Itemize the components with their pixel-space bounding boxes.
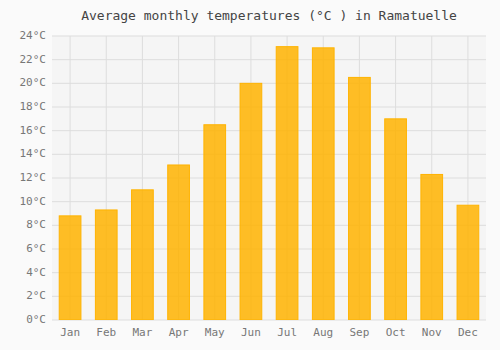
title: Average monthly temperatures (°C ) in Ra…: [81, 8, 457, 23]
y-axis: 0°C 2°C 4°C 6°C 8°C 10°C 12°C 14°C 16°C 18°C 20°C 2…: [20, 29, 487, 326]
grid-line: [52, 130, 486, 131]
chart-container: 0°C 2°C 4°C 6°C 8°C 10°C 12°C 14°C 16°C 18°C 20°C 2…: [0, 0, 500, 350]
grid-line: [52, 36, 486, 37]
tick-label: Jun: [241, 326, 261, 339]
tick-label: Sep: [349, 326, 369, 339]
tick-label: 2°C: [26, 289, 46, 302]
tick-label: Apr: [169, 326, 189, 339]
chart: 0°C 2°C 4°C 6°C 8°C 10°C 12°C 14°C 16°C 18°C 20°C 2…: [0, 0, 500, 350]
bar: [204, 125, 226, 320]
tick-label: 12°C: [20, 171, 47, 184]
tick-label: Aug: [313, 326, 333, 339]
tick-label: 8°C: [26, 218, 46, 231]
grid-line: [52, 59, 486, 60]
bar: [457, 205, 479, 320]
bar: [312, 48, 334, 320]
bar: [59, 216, 81, 320]
grid-line: [52, 83, 486, 84]
tick-label: 24°C: [20, 29, 47, 42]
bar: [132, 190, 154, 320]
grid-line: [52, 154, 486, 155]
bar: [421, 174, 443, 320]
tick-label: 4°C: [26, 266, 46, 279]
bar: [349, 77, 371, 320]
tick-label: 14°C: [20, 147, 47, 160]
tick-label: 0°C: [26, 313, 46, 326]
tick-label: Dec: [458, 326, 478, 339]
tick-label: Mar: [132, 326, 152, 339]
plot-background: [52, 36, 486, 320]
bar: [276, 47, 298, 320]
tick-label: Jan: [60, 326, 80, 339]
tick-label: 10°C: [20, 195, 47, 208]
tick-label: 22°C: [20, 53, 47, 66]
tick-label: Oct: [386, 326, 406, 339]
bar: [385, 119, 407, 320]
tick-label: Feb: [96, 326, 116, 339]
tick-label: 16°C: [20, 124, 47, 137]
tick-label: 18°C: [20, 100, 47, 113]
tick-label: Nov: [422, 326, 442, 339]
bars: [59, 47, 479, 320]
tick-label: Jul: [277, 326, 297, 339]
bar: [95, 210, 117, 320]
tick-label: May: [205, 326, 225, 339]
x-axis: Jan Feb Mar Apr May Jun Jul Aug Sep Oct Nov Dec: [60, 36, 478, 339]
bar: [240, 83, 262, 320]
grid-line: [52, 107, 486, 108]
bar: [168, 165, 190, 320]
page: {"chart_data": {"type": "bar", "title": …: [0, 0, 500, 350]
tick-label: 6°C: [26, 242, 46, 255]
tick-label: 20°C: [20, 76, 47, 89]
